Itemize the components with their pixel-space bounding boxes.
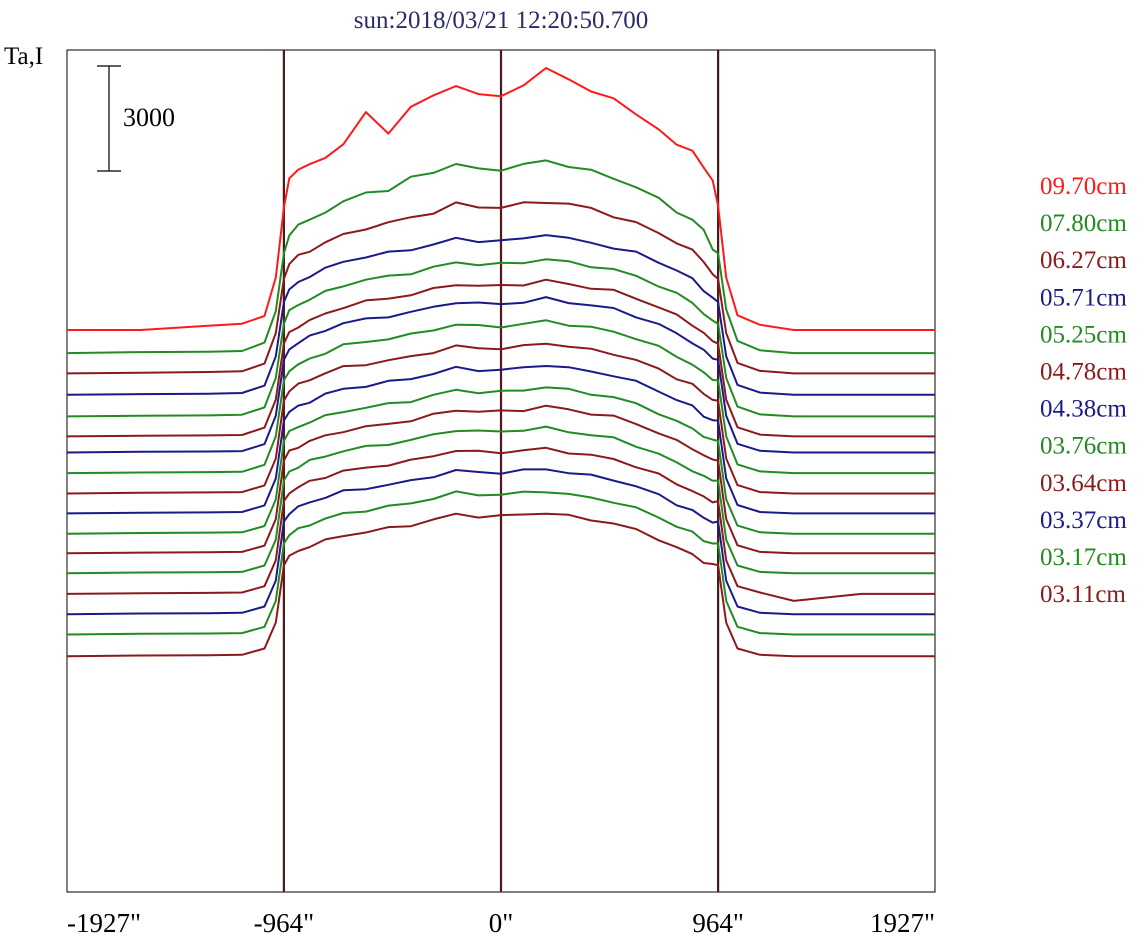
legend-entry-10: 03.17cm bbox=[1040, 544, 1127, 571]
series-line-16 bbox=[66, 512, 935, 658]
chart-title: sun:2018/03/21 12:20:50.700 bbox=[354, 7, 648, 34]
series-line-12 bbox=[66, 425, 935, 575]
legend-entry-4: 05.25cm bbox=[1040, 321, 1127, 348]
legend-entry-3: 05.71cm bbox=[1040, 284, 1127, 311]
scale-bar: 3000 bbox=[97, 65, 175, 172]
legend-entry-2: 06.27cm bbox=[1040, 247, 1127, 274]
series-line-0 bbox=[67, 67, 935, 331]
series-line-5 bbox=[66, 278, 935, 438]
series-line-7 bbox=[66, 319, 935, 475]
series-line-9 bbox=[66, 365, 935, 515]
legend-entry-9: 03.37cm bbox=[1040, 507, 1127, 534]
series-line-2 bbox=[66, 201, 935, 375]
legend-entry-6: 04.38cm bbox=[1040, 396, 1127, 423]
x-tick-labels: -1927" -964" 0" 964" 1927" bbox=[67, 908, 935, 938]
scale-bar-label: 3000 bbox=[123, 103, 175, 132]
y-axis-label: Ta,I bbox=[4, 43, 43, 70]
legend-entry-8: 03.64cm bbox=[1040, 470, 1127, 497]
series-line-8 bbox=[66, 342, 935, 495]
x-tick-label-1: -964" bbox=[254, 908, 315, 938]
series-line-14 bbox=[66, 468, 935, 616]
reference-lines bbox=[282, 50, 720, 892]
series-line-15 bbox=[66, 490, 935, 636]
series-line-10 bbox=[66, 386, 935, 535]
series-line-1 bbox=[66, 159, 935, 355]
series-line-11 bbox=[66, 404, 935, 555]
series-layer bbox=[66, 67, 935, 658]
legend-entry-0: 09.70cm bbox=[1040, 173, 1127, 200]
x-tick-label-0: -1927" bbox=[67, 908, 141, 938]
series-line-6 bbox=[66, 296, 935, 454]
series-line-3 bbox=[66, 234, 935, 396]
legend-entry-11: 03.11cm bbox=[1040, 581, 1126, 608]
x-tick-label-2: 0" bbox=[489, 908, 514, 938]
legend: 09.70cm 07.80cm 06.27cm 05.71cm 05.25cm 04.78… bbox=[1040, 173, 1127, 608]
x-tick-label-4: 1927" bbox=[870, 908, 935, 938]
legend-entry-1: 07.80cm bbox=[1040, 210, 1127, 237]
series-line-4 bbox=[66, 258, 935, 418]
x-tick-label-3: 964" bbox=[692, 908, 744, 938]
series-line-13 bbox=[66, 446, 935, 602]
legend-entry-7: 03.76cm bbox=[1040, 433, 1127, 460]
legend-entry-5: 04.78cm bbox=[1040, 359, 1127, 386]
